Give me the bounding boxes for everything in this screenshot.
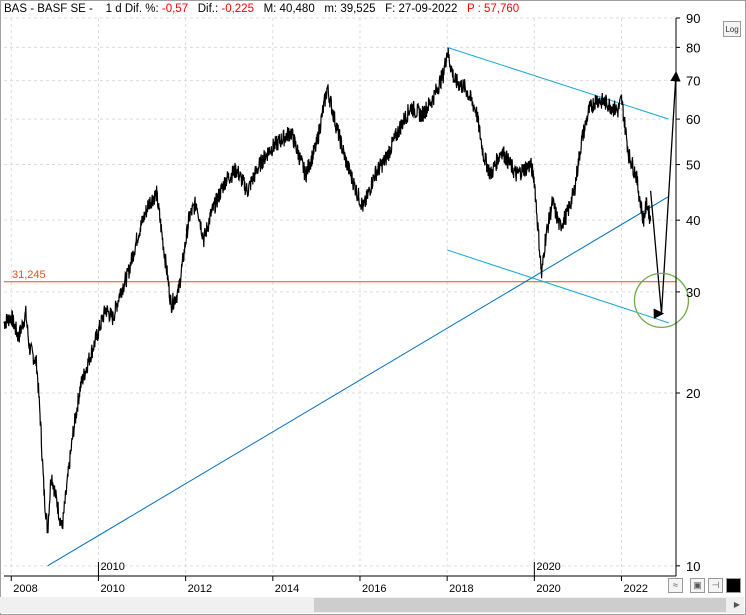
y-tick-label: 30 bbox=[686, 285, 700, 300]
target-circle bbox=[633, 272, 690, 329]
y-tick-label: 50 bbox=[686, 158, 700, 173]
min-label: m: bbox=[324, 3, 338, 15]
log-scale-button[interactable]: Log bbox=[723, 21, 741, 37]
y-tick-label: 10 bbox=[686, 559, 700, 574]
trendline bbox=[447, 249, 669, 324]
dif-pct-value: -0,57 bbox=[161, 3, 189, 15]
annotations bbox=[633, 71, 690, 329]
x-tick-label: 2016 bbox=[362, 583, 386, 595]
x-tick-label: 2022 bbox=[624, 583, 648, 595]
max-label: M: bbox=[263, 3, 277, 15]
dif-pct-label: Dif. %: bbox=[124, 3, 159, 15]
y-tick-label: 80 bbox=[686, 40, 700, 55]
x-tick-label: 2010 bbox=[100, 583, 124, 595]
year-marker-label: 2020 bbox=[536, 561, 560, 573]
support-level-label: 31,245 bbox=[12, 269, 46, 281]
x-tick-label: 2020 bbox=[536, 583, 560, 595]
scrollbar-thumb[interactable] bbox=[314, 598, 726, 612]
save-icon[interactable]: ▣ bbox=[690, 578, 705, 593]
max-value: 40,480 bbox=[279, 3, 315, 15]
y-tick-label: 70 bbox=[686, 74, 700, 89]
trendline bbox=[447, 46, 669, 120]
dif-label: Dif.: bbox=[197, 3, 219, 15]
y-tick-label: 60 bbox=[686, 112, 700, 127]
x-tick-label: 2014 bbox=[275, 583, 299, 595]
chart-header: BAS - BASF SE - 1 d Dif. %: -0,57 Dif.: … bbox=[4, 3, 519, 17]
dif-value: -0,225 bbox=[221, 3, 254, 15]
date-label: F: bbox=[385, 3, 396, 15]
p-label: P : bbox=[466, 3, 481, 15]
trendlines bbox=[47, 46, 669, 567]
projection-arrow bbox=[649, 71, 681, 319]
price-series bbox=[3, 47, 652, 534]
price-line bbox=[3, 47, 652, 534]
y-tick-label: 40 bbox=[686, 213, 700, 228]
trendline bbox=[47, 195, 669, 567]
year-marker-label: 2010 bbox=[100, 561, 124, 573]
p-value: 57,760 bbox=[484, 3, 520, 15]
y-tick-label: 90 bbox=[686, 11, 700, 26]
x-tick-label: 2012 bbox=[188, 583, 212, 595]
grid bbox=[4, 17, 676, 576]
color-icon[interactable] bbox=[726, 578, 741, 593]
x-tick-label: 2018 bbox=[449, 583, 473, 595]
interval-label: 1 d bbox=[105, 3, 122, 15]
scroll-right-arrow-icon[interactable]: ▶ bbox=[733, 600, 741, 609]
y-tick-label: 20 bbox=[686, 386, 700, 401]
support-line: 31,245 bbox=[4, 269, 676, 283]
x-tick-label: 2008 bbox=[13, 583, 37, 595]
date-value: 27-09-2022 bbox=[398, 3, 458, 15]
compare-icon[interactable]: ≈ bbox=[668, 578, 683, 593]
pin-icon[interactable]: ⊣ bbox=[708, 578, 723, 593]
axes: 10 20 30 40 50 60 70 80 90 2008 2010 2012 2014 2016 20… bbox=[4, 11, 700, 595]
symbol-label: BAS - BASF SE - bbox=[4, 3, 93, 15]
min-value: 39,525 bbox=[340, 3, 376, 15]
